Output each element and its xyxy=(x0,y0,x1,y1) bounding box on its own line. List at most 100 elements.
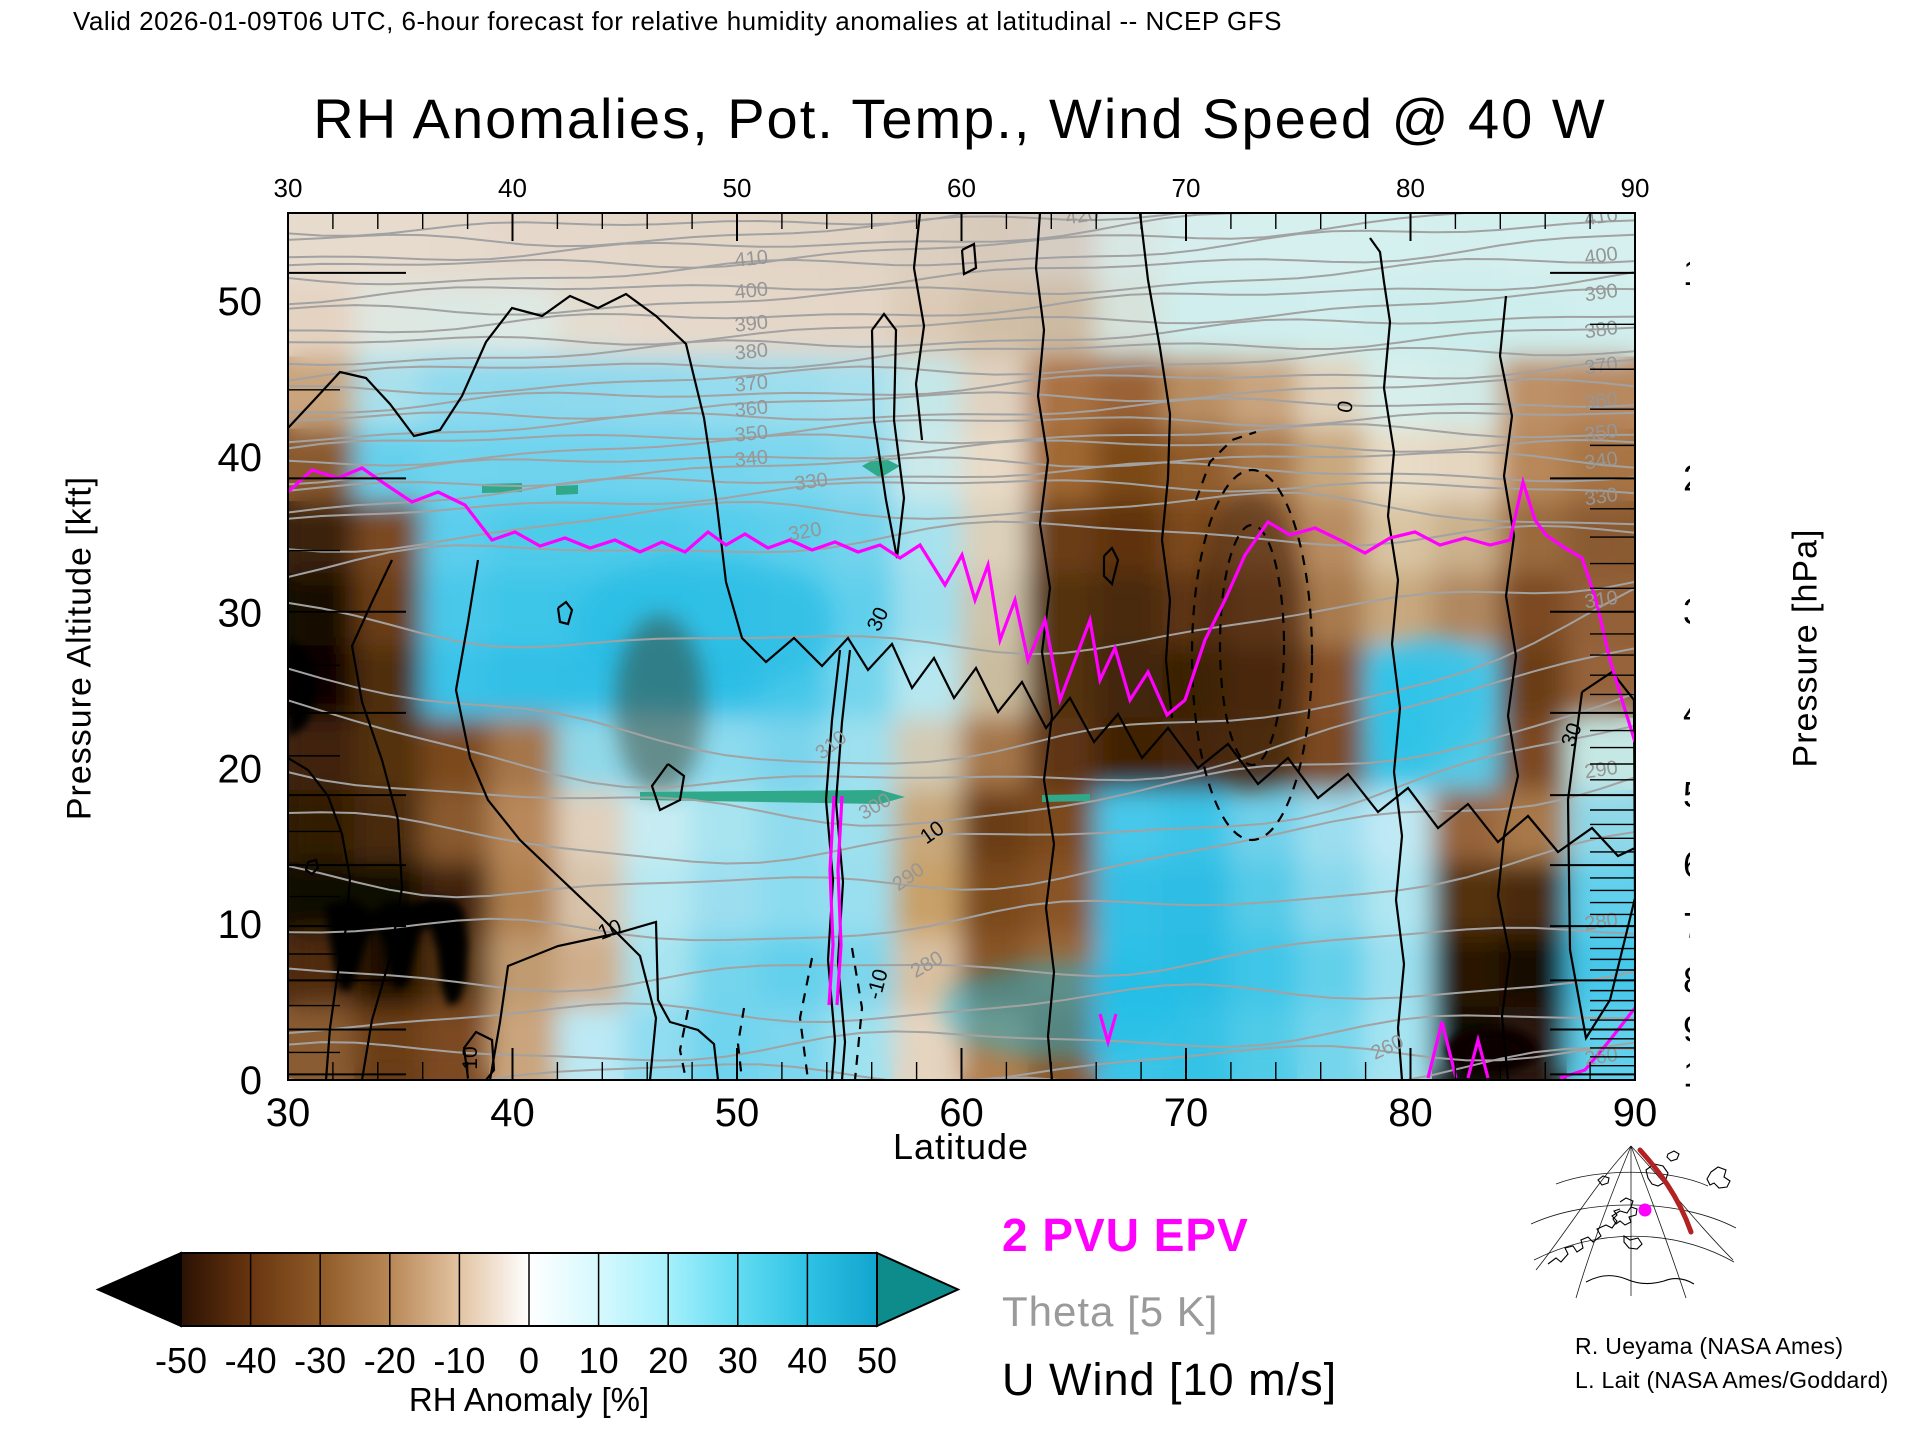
location-dot xyxy=(1638,1203,1652,1217)
contour-label: 330 xyxy=(793,469,829,495)
axis-tick-label: 500 xyxy=(1683,774,1690,815)
contour-label: 390 xyxy=(1583,280,1619,306)
contour-label: 370 xyxy=(734,371,769,396)
contour-label: 410 xyxy=(734,246,769,271)
colorbar-tick: 10 xyxy=(578,1340,619,1381)
contour-label: 400 xyxy=(1583,243,1619,269)
theta-contours xyxy=(288,213,1635,1080)
axis-tick-label: 40 xyxy=(490,1091,535,1135)
coastline xyxy=(1706,1166,1731,1189)
axis-tick-label: 40 xyxy=(498,173,527,203)
contour-label: 410 xyxy=(1583,204,1619,230)
contour-label: 380 xyxy=(1583,317,1619,343)
axis-tick-label: 20 xyxy=(218,747,263,791)
credit-line-1: R. Ueyama (NASA Ames) xyxy=(1575,1333,1844,1359)
contour-label: 340 xyxy=(1583,448,1619,474)
page-title: RH Anomalies, Pot. Temp., Wind Speed @ 4… xyxy=(313,87,1607,150)
contour-label: 280 xyxy=(1583,909,1619,935)
colorbar-tick: 0 xyxy=(518,1340,540,1381)
axes-frame xyxy=(287,212,1636,1081)
axis-tick-label: 60 xyxy=(947,173,976,203)
y-axis-left-title: Pressure Altitude [kft] xyxy=(60,475,99,821)
axis-tick-label: 700 xyxy=(1683,905,1690,946)
axis-tick-label: 10 xyxy=(218,903,263,947)
graticule-line xyxy=(1630,1145,1734,1261)
axis-tick-label: 1000 xyxy=(1683,1053,1690,1094)
valid-time-annotation: Valid 2026-01-09T06 UTC, 6-hour forecast… xyxy=(73,6,1282,36)
contour-label: 350 xyxy=(734,421,769,446)
axis-tick-label: 30 xyxy=(218,592,263,636)
colorbar-tick: 50 xyxy=(856,1340,898,1381)
colorbar-tick: -50 xyxy=(154,1340,208,1381)
axis-tick-label: 90 xyxy=(1621,173,1650,203)
colorbar-title: RH Anomaly [%] xyxy=(408,1381,650,1418)
contour-label: 420 xyxy=(1064,203,1100,229)
axis-tick-label: 80 xyxy=(1388,1091,1433,1135)
contour-label: 340 xyxy=(734,446,769,471)
graticule-line xyxy=(1555,1171,1709,1187)
axis-tick-label: 300 xyxy=(1683,591,1690,632)
colorbar-tick: 40 xyxy=(787,1340,828,1381)
axis-tick-label: 30 xyxy=(266,1091,311,1135)
coastline xyxy=(1547,1206,1632,1265)
axis-tick-label: 50 xyxy=(723,173,752,203)
legend-uwind: U Wind [10 m/s] xyxy=(1002,1354,1338,1405)
axis-tick-label: 200 xyxy=(1683,457,1690,498)
graticule-line xyxy=(1575,1145,1632,1299)
cross-section-track xyxy=(1637,1147,1694,1235)
coastline xyxy=(1666,1150,1680,1162)
graticule-line xyxy=(1530,1204,1737,1229)
axis-tick-label: 400 xyxy=(1683,692,1690,733)
colorbar xyxy=(95,1251,961,1328)
graticule-line xyxy=(1535,1145,1632,1271)
axis-tick-label: 800 xyxy=(1683,959,1690,1000)
colorbar-tick: -30 xyxy=(294,1340,347,1381)
coastline xyxy=(1597,1175,1610,1186)
contour-label: 350 xyxy=(1583,420,1619,446)
inset-locator-map xyxy=(1530,1145,1737,1299)
axis-tick-label: 0 xyxy=(240,1059,262,1103)
coastline xyxy=(1623,1234,1643,1250)
contour-label: 360 xyxy=(1583,388,1619,414)
contour-label: 370 xyxy=(1583,353,1619,379)
contour-label: 400 xyxy=(734,278,769,303)
cross-section-plot: 4204104003903803703603503403303203103002… xyxy=(218,173,1691,1135)
x-axis-title: Latitude xyxy=(892,1126,1030,1167)
legend-epv: 2 PVU EPV xyxy=(1002,1209,1249,1261)
contour-label: 390 xyxy=(734,311,769,336)
axis-tick-label: 30 xyxy=(274,173,303,203)
colorbar-tick: 30 xyxy=(717,1340,758,1381)
contour-label: 330 xyxy=(1583,484,1619,510)
axis-tick-label: 50 xyxy=(218,280,263,324)
contour-label: 0 xyxy=(1333,399,1358,415)
axis-tick-label: 100 xyxy=(1683,252,1690,293)
axis-tick-label: 80 xyxy=(1396,173,1425,203)
axis-tick-label: 70 xyxy=(1164,1091,1209,1135)
contour-label: 290 xyxy=(1583,757,1619,783)
y-axis-right-title: Pressure [hPa] xyxy=(1786,528,1825,768)
axis-tick-label: 600 xyxy=(1683,844,1690,885)
coastline xyxy=(1585,1275,1695,1285)
axis-tick-label: 60 xyxy=(939,1091,984,1135)
graticule-line xyxy=(1630,1145,1687,1299)
colorbar-over-arrow xyxy=(876,1251,961,1328)
contour-label: 310 xyxy=(1583,587,1619,613)
legend-theta: Theta [5 K] xyxy=(1002,1288,1219,1335)
axis-tick-label: 40 xyxy=(218,436,263,480)
axis-tick-label: 900 xyxy=(1683,1008,1690,1049)
contour-label: 10 xyxy=(459,1046,482,1069)
axis-tick-label: 50 xyxy=(715,1091,760,1135)
axis-tick-label: 90 xyxy=(1613,1091,1658,1135)
coastline xyxy=(1612,1197,1638,1226)
contour-label: 360 xyxy=(734,396,769,421)
graticule-line xyxy=(1533,1235,1735,1263)
colorbar-under-arrow xyxy=(95,1251,182,1328)
colorbar-tick: -20 xyxy=(363,1340,416,1381)
wind-contours xyxy=(288,213,1635,1080)
credit-line-2: L. Lait (NASA Ames/Goddard) xyxy=(1575,1367,1889,1393)
contour-label: 380 xyxy=(734,339,769,364)
colorbar-tick: -40 xyxy=(224,1340,277,1381)
colorbar-tick: 20 xyxy=(648,1340,689,1381)
plot-field: 4204104003903803703603503403303203103002… xyxy=(288,203,1635,1080)
